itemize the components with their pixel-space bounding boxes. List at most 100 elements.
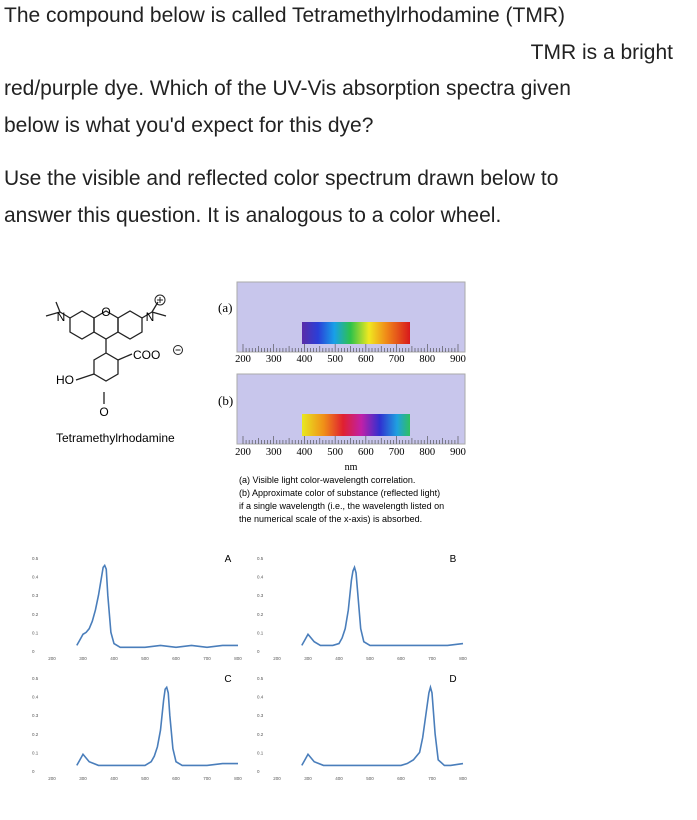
spectrum-line <box>301 564 464 647</box>
chart-title: B <box>450 554 457 565</box>
panel-label: (a) <box>218 300 232 315</box>
x-tick-label: 800 <box>234 656 242 661</box>
x-tick-label: 800 <box>459 656 467 661</box>
spectrum-line <box>76 563 238 649</box>
x-tick-label: 400 <box>335 656 343 661</box>
y-tick-label: 0 <box>32 769 35 774</box>
reflected-band <box>302 414 410 436</box>
axis-unit: nm <box>345 462 358 473</box>
atom: O <box>99 405 108 419</box>
y-tick-label: 0 <box>257 769 260 774</box>
question-line: below is what you'd expect for this dye? <box>4 114 374 137</box>
y-tick-label: 0.3 <box>257 593 264 598</box>
panel-label: (b) <box>218 393 233 408</box>
y-tick-label: 0.3 <box>32 593 39 598</box>
caption-line: (b) Approximate color of substance (refl… <box>239 488 440 498</box>
ruler-label: 700 <box>389 447 405 458</box>
y-tick-label: 0.2 <box>32 612 39 617</box>
x-tick-label: 400 <box>110 656 118 661</box>
charge-minus <box>173 345 183 355</box>
caption-line: the numerical scale of the x-axis) is ab… <box>239 514 422 524</box>
y-tick-label: 0.1 <box>257 750 264 755</box>
x-tick-label: 700 <box>203 776 211 781</box>
x-tick-label: 800 <box>459 776 467 781</box>
charge-plus <box>157 297 163 303</box>
chart-title: D <box>449 674 456 685</box>
y-tick-label: 0.3 <box>257 713 264 718</box>
x-tick-label: 500 <box>366 656 374 661</box>
x-tick-label: 700 <box>428 656 436 661</box>
hint-line: Use the visible and reflected color spec… <box>4 167 559 190</box>
visible-band <box>302 322 410 344</box>
atom: O <box>101 305 110 319</box>
ruler-label: 500 <box>327 354 343 365</box>
ruler-label: 600 <box>358 447 374 458</box>
spectrum-line <box>301 684 464 767</box>
ruler-label: 700 <box>389 354 405 365</box>
y-tick-label: 0.2 <box>32 732 39 737</box>
x-tick-label: 600 <box>397 656 405 661</box>
x-tick-label: 300 <box>79 776 87 781</box>
ruler-label: 400 <box>297 354 313 365</box>
x-tick-label: 300 <box>304 776 312 781</box>
x-tick-label: 600 <box>172 656 180 661</box>
y-tick-label: 0.2 <box>257 612 264 617</box>
x-tick-label: 500 <box>141 776 149 781</box>
atom: N <box>57 310 66 324</box>
ruler-label: 800 <box>419 447 435 458</box>
hint-line: answer this question. It is analogous to… <box>4 204 502 227</box>
y-tick-label: 0.3 <box>32 713 39 718</box>
y-tick-label: 0.1 <box>32 750 39 755</box>
x-tick-label: 200 <box>48 776 56 781</box>
y-tick-label: 0 <box>32 649 35 654</box>
y-tick-label: 0.2 <box>257 732 264 737</box>
x-tick-label: 700 <box>203 656 211 661</box>
molecule-name: Tetramethylrhodamine <box>56 431 175 445</box>
y-tick-label: 0.4 <box>257 575 264 580</box>
x-tick-label: 200 <box>273 656 281 661</box>
y-tick-label: 0.5 <box>257 556 264 561</box>
x-tick-label: 600 <box>397 776 405 781</box>
caption-line: if a single wavelength (i.e., the wavele… <box>239 501 444 511</box>
y-tick-label: 0.4 <box>32 575 39 580</box>
question-line: red/purple dye. Which of the UV-Vis abso… <box>4 77 571 100</box>
x-tick-label: 200 <box>48 656 56 661</box>
atom: HO <box>56 373 74 387</box>
y-tick-label: 0.5 <box>32 676 39 681</box>
atom: N <box>146 310 155 324</box>
y-tick-label: 0.5 <box>257 676 264 681</box>
x-tick-label: 300 <box>79 656 87 661</box>
ruler-label: 900 <box>450 354 466 365</box>
x-tick-label: 300 <box>304 656 312 661</box>
x-tick-label: 500 <box>366 776 374 781</box>
x-tick-label: 400 <box>110 776 118 781</box>
ruler-label: 200 <box>235 447 251 458</box>
y-tick-label: 0 <box>257 649 260 654</box>
y-tick-label: 0.4 <box>257 695 264 700</box>
ruler-label: 300 <box>266 447 282 458</box>
question-line: TMR is a bright <box>530 41 673 64</box>
x-tick-label: 200 <box>273 776 281 781</box>
ruler-label: 800 <box>419 354 435 365</box>
y-tick-label: 0.5 <box>32 556 39 561</box>
x-tick-label: 800 <box>234 776 242 781</box>
ruler-label: 900 <box>450 447 466 458</box>
charge-plus <box>154 294 166 306</box>
x-tick-label: 600 <box>172 776 180 781</box>
ruler-label: 300 <box>266 354 282 365</box>
x-tick-label: 700 <box>428 776 436 781</box>
y-tick-label: 0.4 <box>32 695 39 700</box>
molecule <box>45 301 167 404</box>
y-tick-label: 0.1 <box>32 630 39 635</box>
spectrum-line <box>76 685 238 767</box>
chart-title: A <box>225 554 232 565</box>
x-tick-label: 500 <box>141 656 149 661</box>
caption-line: (a) Visible light color-wavelength corre… <box>239 475 415 485</box>
y-tick-label: 0.1 <box>257 630 264 635</box>
x-tick-label: 400 <box>335 776 343 781</box>
ruler-label: 200 <box>235 354 251 365</box>
chart-title: C <box>224 674 231 685</box>
ruler-label: 400 <box>297 447 313 458</box>
